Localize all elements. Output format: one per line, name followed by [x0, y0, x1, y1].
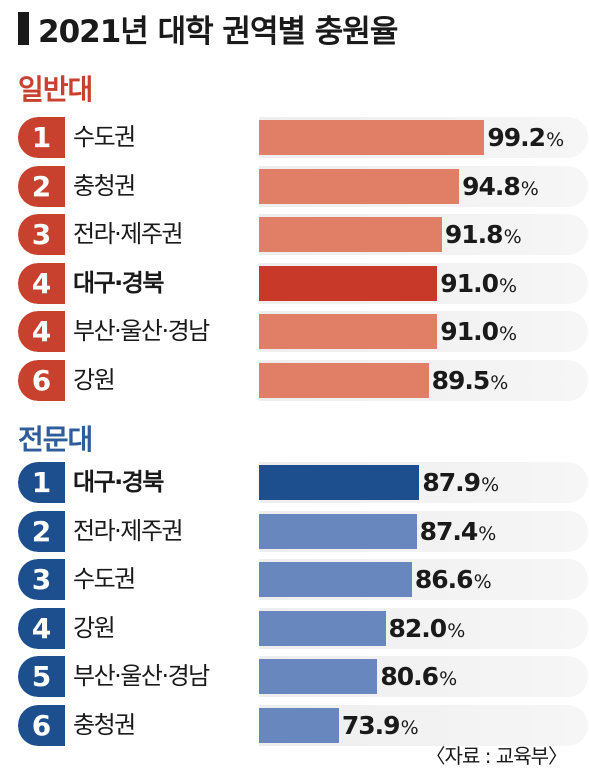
region-label: 대구·경북	[73, 269, 164, 297]
value-unit: %	[503, 226, 522, 248]
rank-badge: 2	[18, 166, 65, 207]
value-label: 73.9%	[341, 705, 419, 746]
value-label: 94.8%	[462, 166, 539, 207]
value-number: 89.5	[431, 366, 491, 395]
region-label: 대구·경북	[73, 468, 164, 496]
bar	[259, 465, 420, 500]
region-label: 부산·울산·경남	[73, 662, 210, 690]
bar	[259, 611, 386, 646]
value-label: 86.6%	[414, 559, 492, 600]
value-unit: %	[439, 668, 457, 690]
bar	[259, 708, 339, 743]
value-unit: %	[473, 571, 492, 593]
value-number: 99.2	[487, 123, 546, 152]
value-label: 82.0%	[388, 608, 466, 649]
value-label: 87.9%	[422, 462, 499, 503]
value-number: 82.0	[388, 614, 448, 643]
value-unit: %	[400, 717, 419, 739]
rank-badge: 6	[18, 360, 65, 401]
value-label: 89.5%	[431, 360, 509, 401]
value-unit: %	[447, 620, 465, 642]
value-label: 80.6%	[380, 656, 457, 697]
value-label: 91.0%	[440, 311, 517, 352]
bar	[259, 120, 485, 155]
bar	[259, 314, 438, 349]
value-number: 73.9	[341, 711, 401, 740]
bar	[259, 363, 429, 398]
value-label: 91.8%	[444, 214, 522, 255]
value-number: 86.6	[414, 565, 474, 594]
bar	[259, 562, 412, 597]
bar-row: 1 수도권 99.2%	[18, 117, 588, 158]
region-label: 수도권	[73, 123, 136, 151]
rank-badge: 4	[18, 263, 65, 304]
bar	[259, 217, 442, 252]
region-label: 전라·제주권	[73, 220, 184, 248]
bar-row: 4 강원 82.0%	[18, 608, 588, 649]
value-number: 87.4	[419, 517, 479, 546]
region-label: 충청권	[73, 172, 136, 200]
source-note: 〈자료 : 교육부〉	[425, 744, 568, 768]
value-label: 87.4%	[419, 511, 497, 552]
section-college-label: 전문대	[18, 423, 93, 456]
bar-row: 6 강원 89.5%	[18, 360, 588, 401]
value-unit: %	[478, 523, 496, 545]
value-number: 91.0	[440, 269, 499, 298]
bar	[259, 169, 460, 204]
value-unit: %	[498, 323, 517, 345]
rank-badge: 3	[18, 559, 65, 600]
value-unit: %	[546, 129, 564, 151]
chart-title-text: 2021년 대학 권역별 충원율	[38, 13, 398, 50]
value-unit: %	[520, 178, 539, 200]
region-label: 부산·울산·경남	[73, 317, 210, 345]
bar-row: 4 대구·경북 91.0%	[18, 263, 588, 304]
chart-title: 2021년 대학 권역별 충원율	[18, 8, 398, 50]
value-number: 87.9	[422, 468, 481, 497]
bar-row: 1 대구·경북 87.9%	[18, 462, 588, 503]
region-label: 충청권	[73, 711, 136, 739]
bar-row: 2 전라·제주권 87.4%	[18, 511, 588, 552]
rank-badge: 1	[18, 462, 65, 503]
rank-badge: 4	[18, 608, 65, 649]
value-number: 80.6	[380, 662, 439, 691]
value-unit: %	[481, 474, 499, 496]
value-number: 91.0	[440, 317, 499, 346]
rank-badge: 1	[18, 117, 65, 158]
bar-row: 5 부산·울산·경남 80.6%	[18, 656, 588, 697]
rank-badge: 5	[18, 656, 65, 697]
bar-row: 6 충청권 73.9%	[18, 705, 588, 746]
bar	[259, 514, 417, 549]
value-number: 94.8	[462, 172, 521, 201]
bar-row: 3 수도권 86.6%	[18, 559, 588, 600]
rank-badge: 4	[18, 311, 65, 352]
bar-row: 4 부산·울산·경남 91.0%	[18, 311, 588, 352]
value-label: 91.0%	[440, 263, 517, 304]
section-general-label: 일반대	[18, 73, 93, 106]
region-label: 강원	[73, 366, 116, 394]
value-label: 99.2%	[487, 117, 564, 158]
value-unit: %	[490, 372, 508, 394]
bar	[259, 266, 438, 301]
rank-badge: 3	[18, 214, 65, 255]
bar-row: 3 전라·제주권 91.8%	[18, 214, 588, 255]
value-unit: %	[498, 275, 517, 297]
bar	[259, 659, 378, 694]
region-label: 수도권	[73, 565, 136, 593]
rank-badge: 6	[18, 705, 65, 746]
bar-row: 2 충청권 94.8%	[18, 166, 588, 207]
title-marker	[18, 11, 29, 45]
rank-badge: 2	[18, 511, 65, 552]
value-number: 91.8	[444, 220, 504, 249]
region-label: 전라·제주권	[73, 517, 184, 545]
region-label: 강원	[73, 614, 116, 642]
